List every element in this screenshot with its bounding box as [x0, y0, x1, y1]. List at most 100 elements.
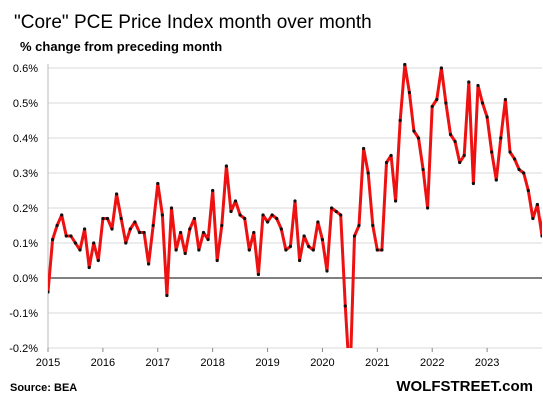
data-point — [115, 192, 119, 196]
data-point — [412, 129, 416, 133]
y-axis-ticks: -0.2% -0.1% 0.0% 0.1% 0.2% 0.3% 0.4% 0.5% 0.6% — [9, 63, 38, 355]
y-tick-label: 0.1% — [13, 238, 38, 250]
y-tick-label: 0.2% — [13, 203, 38, 215]
data-point — [435, 97, 439, 102]
data-point — [307, 244, 311, 249]
data-point — [156, 181, 160, 186]
data-point — [188, 227, 192, 231]
data-point — [526, 188, 530, 193]
data-point — [293, 199, 297, 203]
data-point — [499, 136, 503, 140]
data-point — [334, 209, 338, 214]
data-point — [330, 206, 334, 210]
data-point — [343, 304, 347, 308]
data-point — [229, 209, 233, 214]
data-point — [531, 216, 535, 221]
data-point — [467, 80, 471, 84]
x-tick-label: 2017 — [146, 357, 170, 369]
data-point — [215, 258, 219, 263]
data-point — [124, 241, 128, 245]
data-point — [119, 216, 123, 221]
data-point — [211, 188, 215, 193]
y-tick-label: 0.4% — [13, 133, 38, 145]
data-point — [444, 101, 448, 105]
data-point — [508, 150, 512, 154]
data-point — [517, 167, 521, 172]
data-point — [247, 248, 251, 252]
data-point — [476, 83, 480, 88]
x-axis-ticks: 2015 2016 2017 2018 2019 2020 2021 2022 2023 — [36, 348, 499, 369]
data-point — [389, 153, 393, 158]
data-point — [279, 227, 283, 231]
data-point — [416, 136, 421, 140]
data-point — [48, 290, 50, 294]
y-tick-label: 0.3% — [13, 168, 38, 180]
data-point — [137, 230, 142, 235]
data-point — [298, 258, 302, 263]
data-point — [110, 227, 114, 231]
wolfstreet-brand: WOLFSTREET.com — [396, 378, 533, 395]
data-point — [60, 213, 64, 217]
data-point — [503, 97, 507, 102]
data-point — [366, 171, 370, 175]
data-point — [458, 160, 462, 165]
data-point — [348, 381, 351, 384]
x-tick-label: 2021 — [365, 357, 389, 369]
data-point — [73, 241, 77, 245]
data-point — [448, 132, 453, 137]
data-point — [92, 241, 96, 245]
x-tick-label: 2022 — [420, 357, 444, 369]
data-point — [320, 237, 324, 242]
plot-area — [48, 62, 542, 384]
data-point — [64, 234, 68, 238]
data-point — [426, 206, 430, 210]
source-label: Source: BEA — [10, 382, 77, 394]
data-point — [439, 66, 443, 70]
data-point — [69, 234, 73, 238]
data-point — [403, 62, 407, 67]
data-point — [78, 248, 82, 252]
data-point — [252, 230, 256, 235]
data-point — [540, 234, 542, 238]
data-point — [421, 167, 425, 172]
data-point — [261, 213, 265, 217]
data-point — [325, 269, 329, 273]
data-point — [522, 171, 526, 175]
data-point — [160, 213, 164, 217]
chart-title: "Core" PCE Price Index month over month — [14, 12, 372, 33]
data-point — [238, 213, 242, 217]
data-point — [233, 199, 238, 203]
x-tick-label: 2020 — [310, 357, 334, 369]
data-point — [55, 223, 59, 228]
chart-subtitle: % change from preceding month — [20, 39, 222, 54]
data-point — [371, 223, 375, 228]
data-point — [51, 237, 55, 242]
y-tick-label: -0.2% — [9, 343, 38, 355]
data-point — [394, 199, 398, 203]
data-point — [513, 157, 517, 161]
data-point — [430, 104, 434, 109]
data-point — [224, 164, 228, 168]
data-point — [275, 216, 279, 221]
data-point — [206, 237, 210, 242]
data-point — [101, 216, 105, 221]
data-point — [311, 248, 315, 252]
data-point — [384, 160, 389, 165]
x-tick-label: 2018 — [200, 357, 224, 369]
data-point — [174, 248, 178, 252]
data-point — [256, 272, 260, 277]
y-tick-label: 0.0% — [13, 273, 38, 285]
y-tick-label: -0.1% — [9, 308, 38, 320]
data-point — [490, 150, 494, 154]
data-point — [316, 220, 320, 224]
data-point — [192, 216, 196, 221]
y-tick-label: 0.6% — [13, 63, 38, 75]
data-point — [357, 223, 361, 228]
data-point — [407, 90, 411, 95]
data-point — [462, 153, 466, 158]
data-point — [96, 258, 100, 263]
x-tick-label: 2023 — [475, 357, 499, 369]
series-core-pce — [48, 62, 542, 384]
data-point — [169, 206, 174, 210]
y-tick-label: 0.5% — [13, 98, 38, 110]
